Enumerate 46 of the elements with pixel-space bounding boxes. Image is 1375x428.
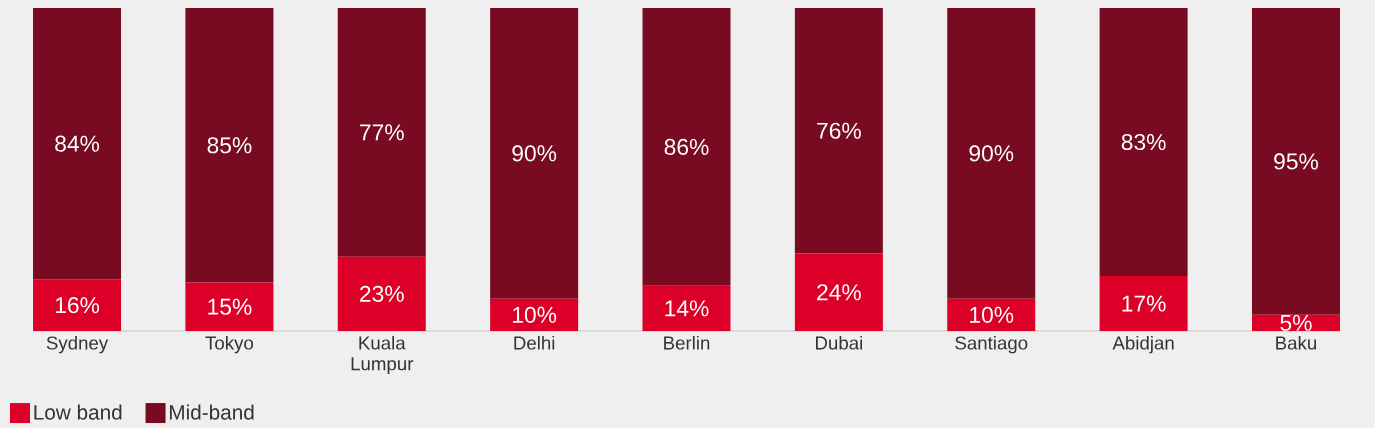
data-label: 16% [55, 297, 100, 314]
data-label: 23% [360, 285, 404, 302]
bar [1099, 8, 1188, 277]
data-label: 85% [207, 137, 252, 154]
bar [490, 8, 579, 299]
x-tick-label: Sydney [46, 335, 109, 354]
bar [642, 8, 731, 286]
bar [1099, 276, 1188, 331]
x-tick-label: Abidjan [1112, 335, 1174, 354]
bar [185, 8, 274, 283]
data-label: 5% [1280, 314, 1312, 331]
bar [337, 256, 426, 331]
bar [794, 253, 883, 331]
x-tick-label: Berlin [664, 335, 710, 350]
bar [33, 279, 122, 331]
bar [947, 8, 1036, 299]
data-label: 17% [1122, 295, 1166, 312]
data-label: 90% [969, 145, 1014, 162]
bar [337, 8, 426, 257]
bar [33, 8, 122, 280]
bar [1251, 8, 1340, 315]
bar [642, 285, 731, 331]
legend-label: Mid-band [170, 404, 254, 420]
data-label: 24% [817, 284, 861, 301]
data-label: 77% [360, 124, 404, 141]
bar [490, 298, 579, 331]
data-label: 76% [817, 122, 861, 139]
legend-label: Low band [34, 404, 122, 420]
data-label: 90% [512, 145, 557, 162]
x-tick-label: Tokyo [205, 335, 254, 354]
data-label: 14% [665, 300, 709, 317]
x-tick-label: Santiago [955, 335, 1028, 354]
data-label: 15% [208, 298, 252, 315]
x-tick-label: Baku [1276, 335, 1317, 350]
data-label: 83% [1121, 133, 1166, 151]
data-label: 10% [513, 306, 557, 323]
data-label: 10% [970, 306, 1014, 323]
bar [794, 8, 883, 254]
bar [185, 282, 274, 331]
x-tick-label: Delhi [514, 335, 555, 350]
data-label: 95% [1274, 153, 1319, 170]
data-label: 84% [55, 135, 100, 152]
x-tick-label: Dubai [816, 335, 862, 350]
data-label: 86% [664, 138, 709, 155]
x-tick-label: Kuala Lumpur [351, 335, 414, 375]
bar [947, 298, 1036, 331]
